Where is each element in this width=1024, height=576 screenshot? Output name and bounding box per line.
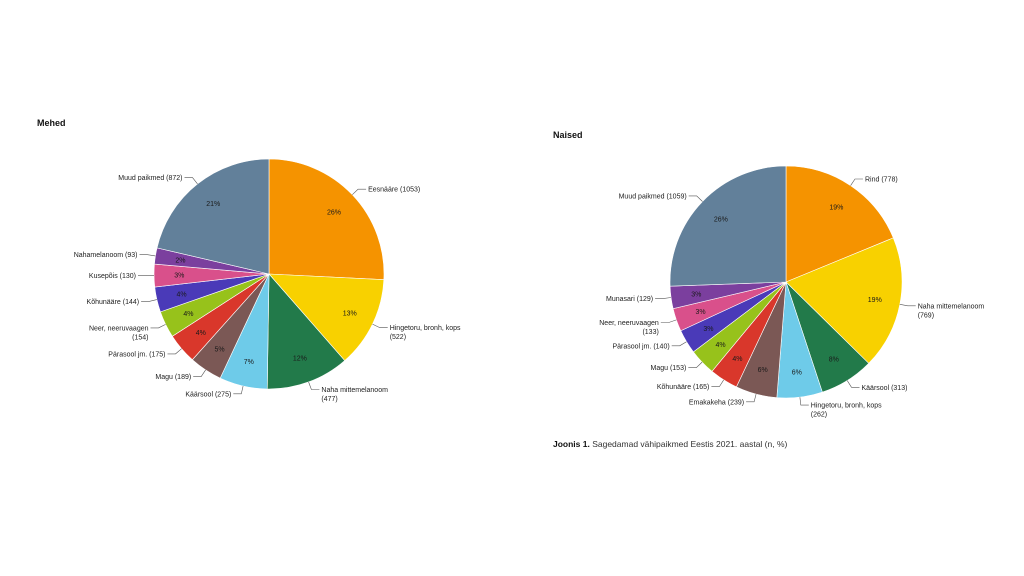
women-leader-line-8 (660, 319, 677, 323)
men-category-label-10: Muud paikmed (872) (118, 175, 182, 182)
women-category-label-1: Naha mittemelanoom (769) (918, 303, 985, 319)
women-pct-label-7: 3% (703, 326, 713, 333)
men-pct-label-0: 26% (327, 210, 341, 217)
women-leader-line-5 (711, 379, 724, 387)
women-leader-line-6 (688, 361, 703, 369)
figure-caption: Joonis 1. Sagedamad vähipaikmed Eestis 2… (553, 439, 787, 449)
women-pct-label-5: 4% (732, 356, 742, 363)
women-leader-line-7 (671, 341, 687, 347)
men-pct-label-2: 12% (293, 356, 307, 363)
women-pct-label-8: 3% (695, 309, 705, 316)
women-pct-label-10: 26% (714, 217, 728, 224)
women-slice-0 (785, 165, 894, 283)
women-category-label-2: Käärsool (313) (862, 385, 908, 392)
chart-title-men: Mehed (37, 118, 66, 128)
men-category-label-3: Käärsool (275) (185, 391, 231, 398)
caption-text: Sagedamad vähipaikmed Eestis 2021. aasta… (589, 439, 788, 449)
chart-title-women: Naised (553, 130, 583, 140)
men-leader-line-5 (167, 348, 182, 355)
men-pct-label-8: 3% (174, 273, 184, 280)
men-slice-0 (268, 158, 385, 280)
women-slice-10 (669, 165, 787, 287)
men-pct-label-4: 5% (215, 346, 225, 353)
men-pct-label-10: 21% (206, 201, 220, 208)
women-leader-line-9 (655, 297, 672, 299)
men-leader-line-2 (308, 381, 320, 390)
women-category-label-8: Neer, neeruvaagen (133) (599, 320, 659, 336)
men-pct-label-3: 7% (244, 359, 254, 366)
women-category-label-3: Hingetoru, bronh, kops (262) (811, 403, 882, 419)
men-pct-label-6: 4% (183, 311, 193, 318)
men-pct-label-5: 4% (196, 330, 206, 337)
men-category-label-0: Eesnääre (1053) (368, 187, 420, 194)
men-category-label-1: Hingetoru, bronh, kops (522) (390, 325, 461, 341)
men-pct-label-1: 13% (343, 311, 357, 318)
men-category-label-2: Naha mittemelanoom (477) (321, 387, 388, 403)
women-category-label-6: Magu (153) (651, 365, 687, 372)
women-pct-label-6: 4% (716, 342, 726, 349)
women-category-label-5: Kõhunääre (165) (657, 384, 710, 391)
women-pct-label-0: 19% (829, 204, 843, 211)
men-category-label-4: Magu (189) (155, 374, 191, 381)
women-pct-label-4: 6% (758, 367, 768, 374)
women-leader-line-10 (688, 195, 703, 202)
men-slice-1 (268, 273, 385, 361)
men-pct-label-9: 2% (175, 257, 185, 264)
women-pct-label-3: 6% (792, 369, 802, 376)
men-leader-line-4 (193, 369, 206, 377)
women-leader-line-3 (799, 397, 809, 406)
men-leader-line-7 (141, 299, 157, 302)
caption-label: Joonis 1. (553, 439, 590, 449)
women-pct-label-1: 19% (868, 297, 882, 304)
men-slice-2 (266, 273, 346, 390)
women-leader-line-4 (746, 394, 757, 403)
women-category-label-4: Emakakeha (239) (689, 399, 744, 406)
women-category-label-10: Muud paikmed (1059) (619, 193, 687, 200)
women-leader-line-0 (850, 178, 863, 186)
men-leader-line-9 (139, 254, 156, 257)
men-slice-10 (156, 158, 270, 275)
men-pct-label-7: 4% (177, 292, 187, 299)
men-leader-line-1 (372, 323, 388, 328)
men-category-label-7: Kõhunääre (144) (87, 299, 140, 306)
women-category-label-9: Munasari (129) (606, 296, 653, 303)
men-leader-line-0 (352, 188, 367, 195)
men-leader-line-3 (233, 386, 244, 395)
men-leader-line-10 (184, 177, 198, 185)
men-category-label-8: Kusepõis (130) (89, 273, 136, 280)
women-pct-label-9: 3% (691, 292, 701, 299)
men-category-label-9: Nahamelanoom (93) (74, 252, 138, 259)
women-pct-label-2: 8% (829, 356, 839, 363)
women-category-label-0: Rind (778) (865, 177, 898, 184)
men-leader-line-6 (150, 324, 166, 329)
men-category-label-5: Pärasool jm. (175) (108, 351, 165, 358)
men-category-label-6: Neer, neeruvaagen (154) (89, 325, 149, 341)
women-leader-line-1 (899, 304, 916, 307)
women-leader-line-2 (846, 380, 860, 388)
women-category-label-7: Pärasool jm. (140) (612, 343, 669, 350)
